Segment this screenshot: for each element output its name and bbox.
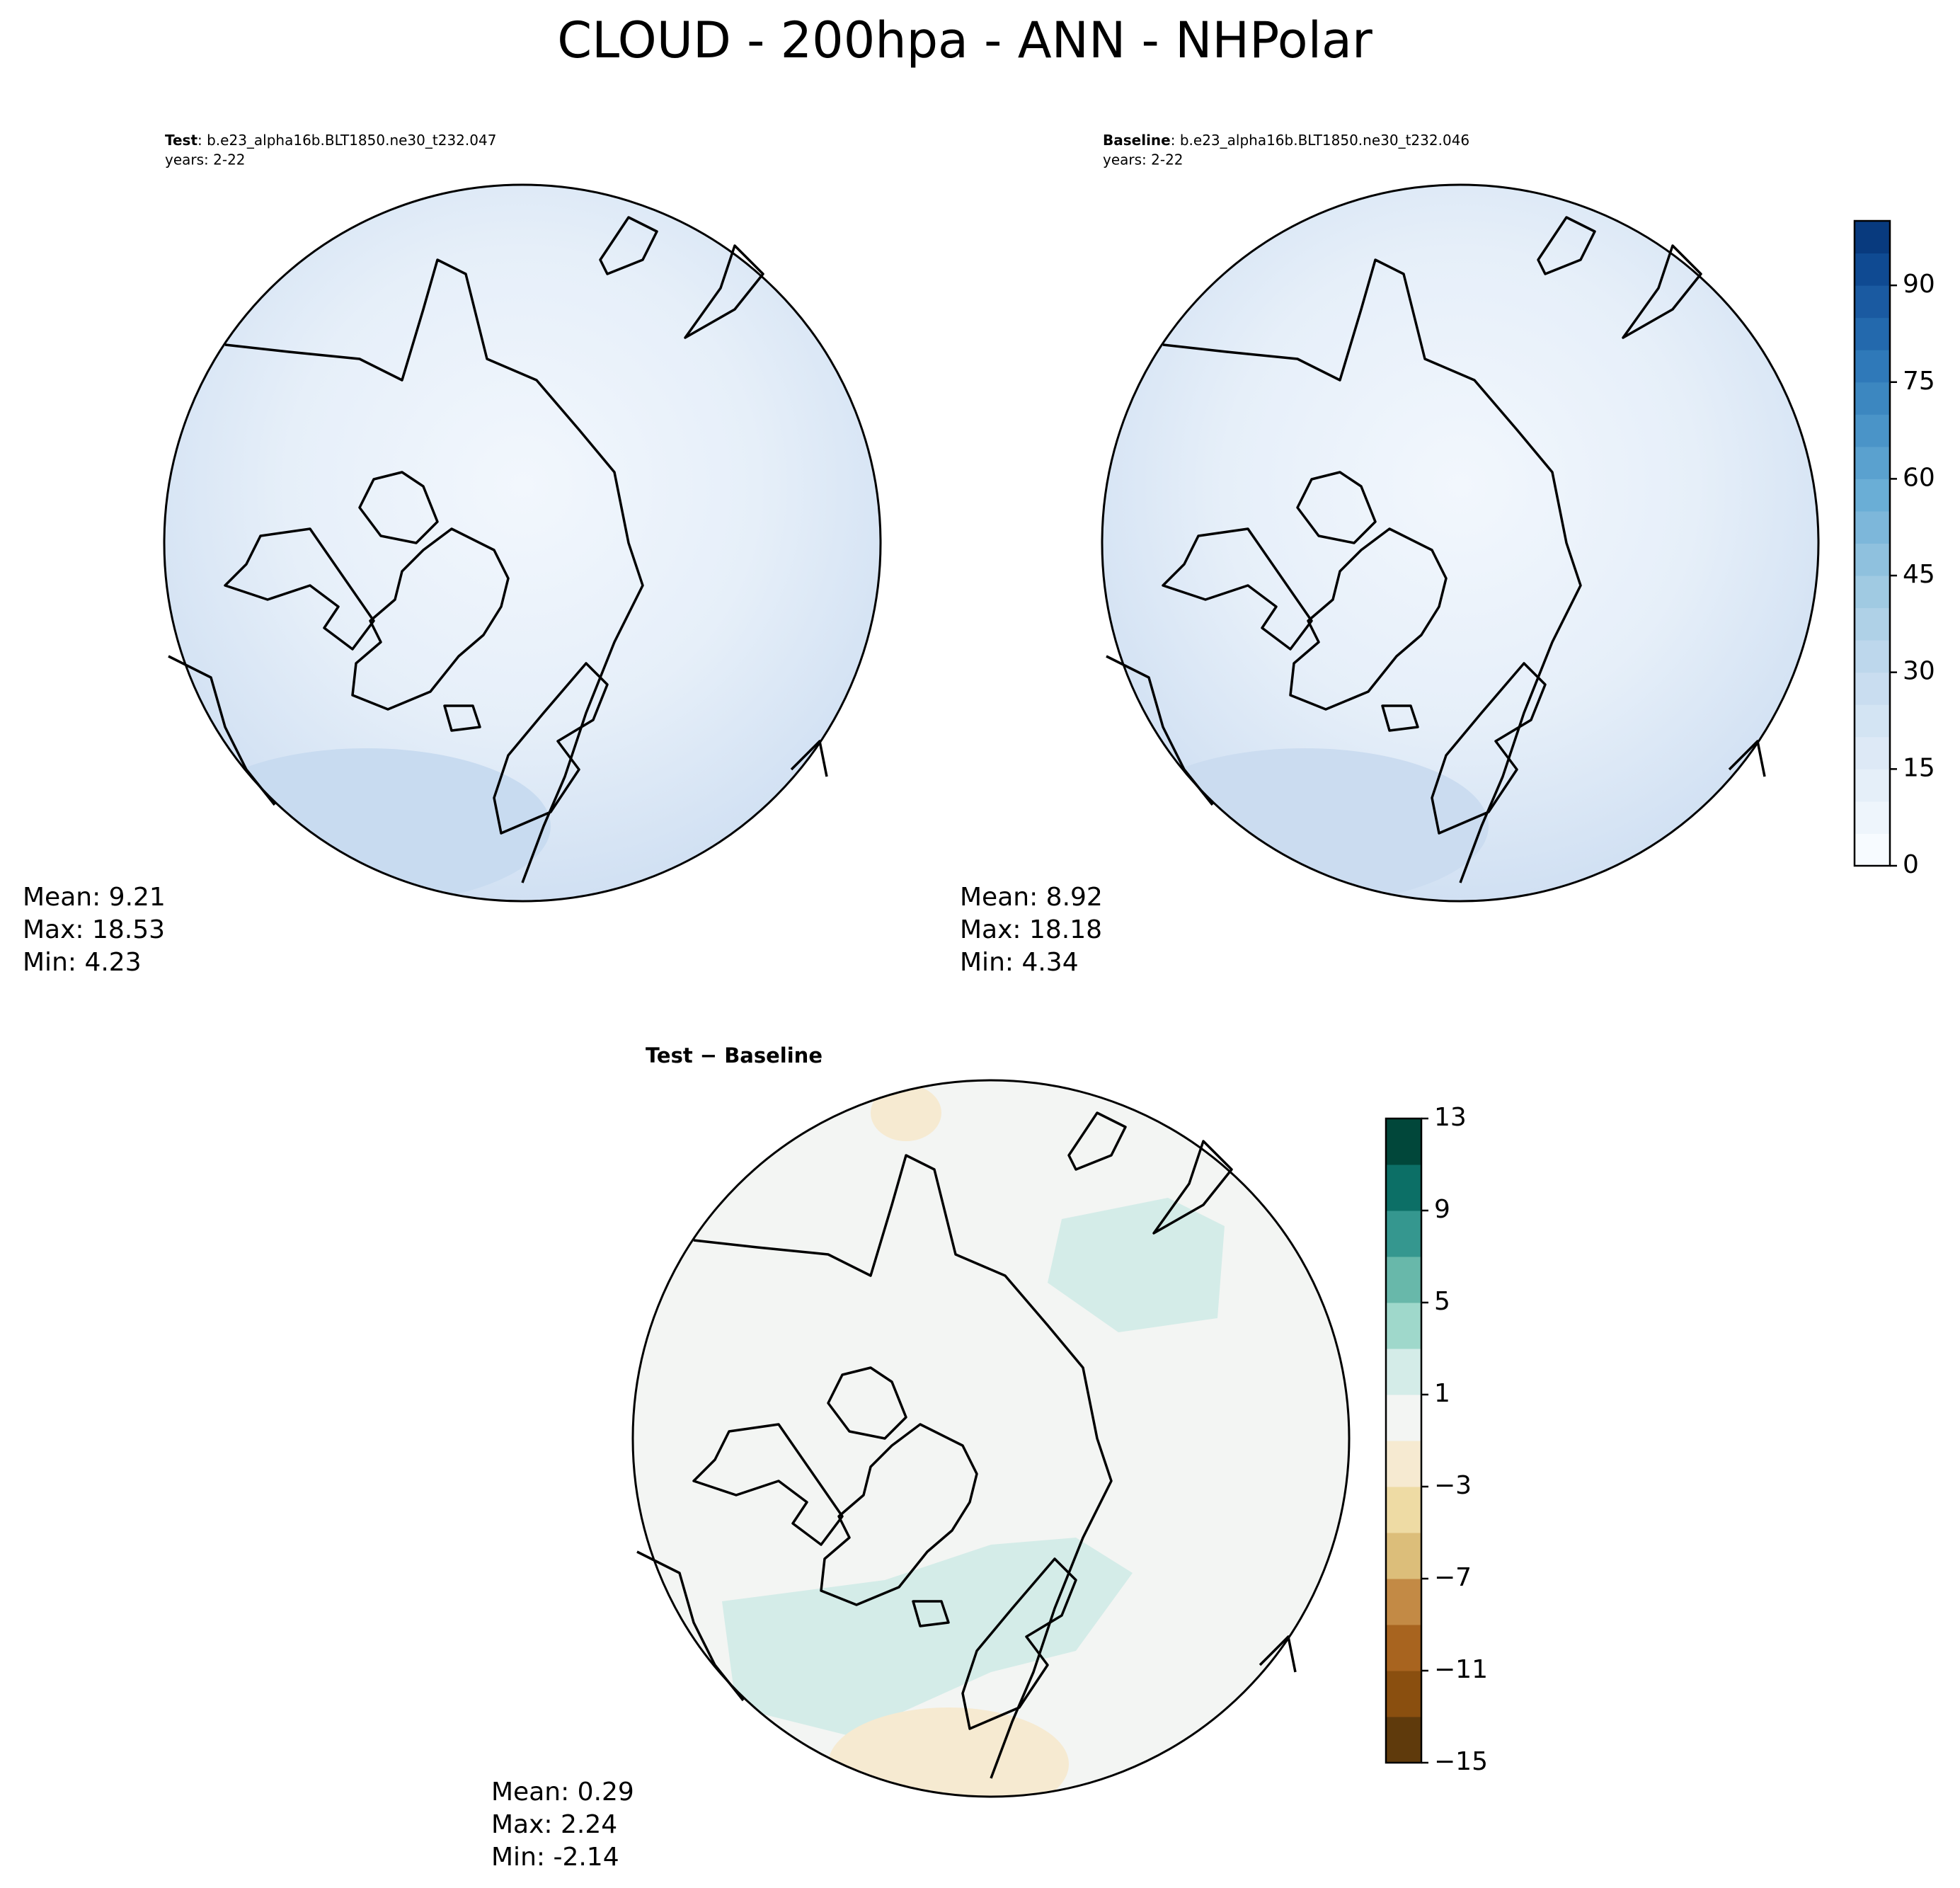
colorbar-band xyxy=(1855,479,1890,512)
colorbar-tick-label: −15 xyxy=(1434,1747,1488,1776)
colorbar-tick-label: −3 xyxy=(1434,1471,1472,1500)
colorbar-band xyxy=(1386,1349,1421,1395)
colorbar-band xyxy=(1855,221,1890,254)
years-label: years: 2-22 xyxy=(1103,151,1184,168)
colorbar-tick-label: 13 xyxy=(1434,1103,1467,1132)
colorbar-band xyxy=(1386,1257,1421,1303)
colorbar-tick-label: −11 xyxy=(1434,1655,1488,1684)
stat-text: Max: 18.18 xyxy=(960,915,1102,944)
colorbar-tick-label: 15 xyxy=(1903,753,1935,782)
colorbar-band xyxy=(1855,607,1890,641)
colorbar-band xyxy=(1386,1303,1421,1349)
stat-text: Min: -2.14 xyxy=(491,1843,619,1872)
colorbar-band xyxy=(1855,317,1890,350)
stat-text: Min: 4.34 xyxy=(960,948,1079,977)
colorbar-band xyxy=(1855,382,1890,415)
colorbar-band xyxy=(1855,543,1890,576)
colorbar-band xyxy=(1386,1625,1421,1671)
colorbar-band xyxy=(1386,1533,1421,1579)
colorbar-band xyxy=(1386,1671,1421,1717)
colorbar-band xyxy=(1855,510,1890,544)
colorbar-band xyxy=(1855,736,1890,769)
colorbar-band xyxy=(1855,350,1890,383)
colorbar-tick-label: 1 xyxy=(1434,1379,1450,1408)
case-id: : b.e23_alpha16b.BLT1850.ne30_t232.046 xyxy=(1171,132,1469,149)
years-label: years: 2-22 xyxy=(165,151,246,168)
colorbar-band xyxy=(1386,1717,1421,1763)
colorbar-band xyxy=(1855,769,1890,802)
colorbar-tick-label: 0 xyxy=(1903,850,1919,879)
colorbar-band xyxy=(1386,1119,1421,1165)
colorbar-tick-label: 9 xyxy=(1434,1195,1450,1224)
colorbar-band xyxy=(1855,833,1890,866)
colorbar-tick-label: −7 xyxy=(1434,1563,1472,1592)
map-baseline xyxy=(1101,183,1820,903)
colorbar-band xyxy=(1386,1165,1421,1211)
colorbar-band xyxy=(1855,253,1890,286)
stat-text: Mean: 0.29 xyxy=(491,1778,634,1807)
colorbar-band xyxy=(1386,1395,1421,1441)
colorbar-tick-label: 75 xyxy=(1903,367,1935,396)
case-name: Test xyxy=(165,132,197,149)
map-test xyxy=(163,183,882,903)
colorbar-band xyxy=(1855,285,1890,319)
stat-text: Max: 18.53 xyxy=(23,915,165,944)
colorbar-band xyxy=(1855,801,1890,834)
case-name: Baseline xyxy=(1103,132,1171,149)
colorbar-tick-label: 90 xyxy=(1903,270,1935,299)
colorbar-band xyxy=(1386,1441,1421,1487)
colorbar-band xyxy=(1855,640,1890,673)
colorbar-tick-label: 5 xyxy=(1434,1287,1450,1316)
colorbar-band xyxy=(1855,576,1890,609)
panel-label: Test − Baseline xyxy=(646,1043,823,1068)
panel-label: Baseline: b.e23_alpha16b.BLT1850.ne30_t2… xyxy=(1103,132,1469,149)
stat-text: Mean: 8.92 xyxy=(960,883,1103,912)
panel-label: Test: b.e23_alpha16b.BLT1850.ne30_t232.0… xyxy=(165,132,496,149)
stat-text: Max: 2.24 xyxy=(491,1810,617,1839)
colorbar-band xyxy=(1386,1579,1421,1625)
colorbar-tick-label: 45 xyxy=(1903,560,1935,589)
colorbar-tick-label: 30 xyxy=(1903,657,1935,686)
figure-title: CLOUD - 200hpa - ANN - NHPolar xyxy=(557,11,1372,69)
colorbar-frame xyxy=(1385,1117,1423,1764)
stat-text: Mean: 9.21 xyxy=(23,883,166,912)
colorbar-band xyxy=(1855,446,1890,479)
map-difference xyxy=(631,1079,1351,1798)
colorbar-band xyxy=(1855,704,1890,738)
colorbar-band xyxy=(1386,1487,1421,1533)
colorbar-band xyxy=(1386,1211,1421,1257)
colorbar-tick-label: 60 xyxy=(1903,463,1935,492)
colorbar-frame xyxy=(1853,219,1891,867)
case-id: : b.e23_alpha16b.BLT1850.ne30_t232.047 xyxy=(197,132,496,149)
colorbar-band xyxy=(1855,414,1890,447)
stat-text: Min: 4.23 xyxy=(23,948,142,977)
colorbar-band xyxy=(1855,672,1890,705)
